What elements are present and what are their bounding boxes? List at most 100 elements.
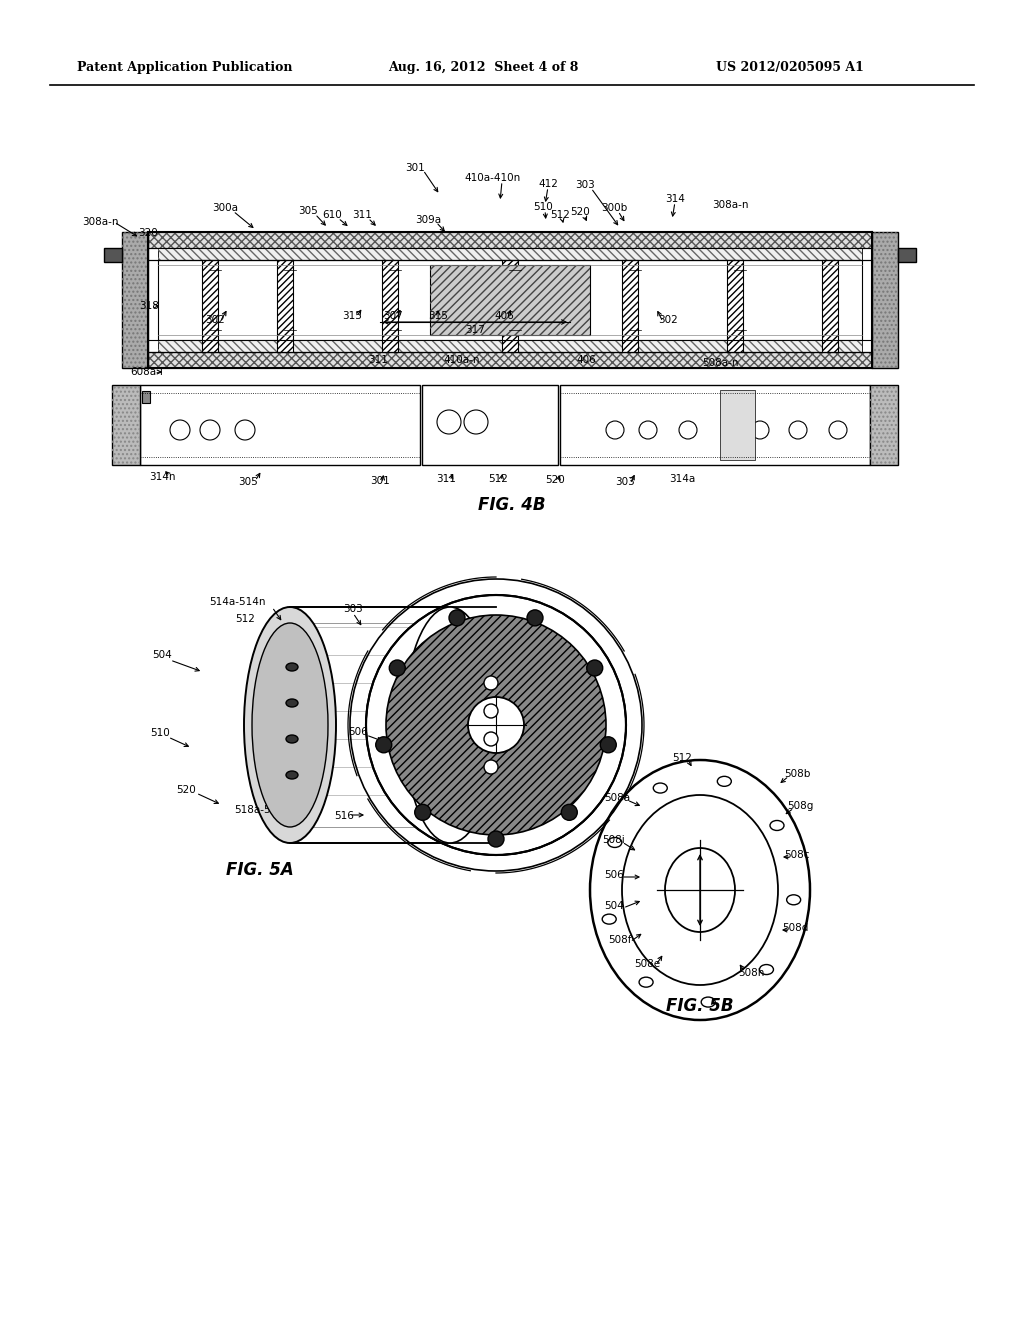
Ellipse shape bbox=[286, 735, 298, 743]
Circle shape bbox=[829, 421, 847, 440]
Text: 512: 512 bbox=[672, 752, 692, 763]
Text: 508g: 508g bbox=[786, 801, 813, 810]
Circle shape bbox=[527, 610, 543, 626]
Text: 514a-514n: 514a-514n bbox=[209, 597, 265, 607]
Text: 300b: 300b bbox=[601, 203, 627, 213]
Bar bbox=[382, 260, 398, 352]
Text: 412: 412 bbox=[538, 180, 558, 189]
Ellipse shape bbox=[286, 663, 298, 671]
Circle shape bbox=[639, 421, 657, 440]
Text: FIG. 4B: FIG. 4B bbox=[478, 496, 546, 513]
Text: 518a-518n: 518a-518n bbox=[233, 805, 290, 814]
Ellipse shape bbox=[590, 760, 810, 1020]
Text: 504: 504 bbox=[604, 902, 624, 911]
Bar bbox=[140, 385, 420, 465]
Text: 510: 510 bbox=[151, 729, 170, 738]
Text: 508a-n: 508a-n bbox=[701, 358, 738, 368]
Text: 502: 502 bbox=[437, 680, 457, 690]
Text: 508 e, f, i: 508 e, f, i bbox=[451, 715, 500, 725]
Text: 311: 311 bbox=[368, 355, 388, 366]
Text: 504: 504 bbox=[153, 649, 172, 660]
Ellipse shape bbox=[602, 915, 616, 924]
Bar bbox=[502, 260, 518, 352]
Bar bbox=[502, 260, 518, 352]
Text: 508i: 508i bbox=[603, 836, 626, 845]
Text: 302: 302 bbox=[658, 315, 678, 325]
Circle shape bbox=[561, 804, 578, 820]
Circle shape bbox=[606, 421, 624, 440]
Circle shape bbox=[484, 704, 498, 718]
Bar bbox=[822, 260, 838, 352]
Ellipse shape bbox=[718, 776, 731, 787]
Text: 508f: 508f bbox=[608, 935, 632, 945]
Text: 608a-i: 608a-i bbox=[131, 367, 164, 378]
Text: 301: 301 bbox=[406, 162, 425, 173]
Ellipse shape bbox=[770, 821, 784, 830]
Text: 300a: 300a bbox=[212, 203, 238, 213]
Bar bbox=[112, 385, 140, 465]
Bar bbox=[422, 385, 558, 465]
Bar bbox=[560, 385, 870, 465]
Text: 303: 303 bbox=[615, 477, 635, 487]
Bar bbox=[158, 260, 862, 341]
Text: 410a-n: 410a-n bbox=[443, 355, 480, 366]
Text: 406: 406 bbox=[577, 355, 596, 366]
Bar bbox=[870, 385, 898, 465]
Bar bbox=[202, 260, 218, 352]
Bar bbox=[158, 341, 862, 352]
Text: 301: 301 bbox=[370, 477, 390, 486]
Bar bbox=[822, 260, 838, 352]
Circle shape bbox=[234, 420, 255, 440]
Circle shape bbox=[464, 411, 488, 434]
Bar bbox=[148, 352, 872, 368]
Ellipse shape bbox=[404, 607, 496, 843]
Text: 610: 610 bbox=[323, 210, 342, 220]
Ellipse shape bbox=[244, 607, 336, 843]
Bar bbox=[430, 265, 590, 335]
Bar bbox=[142, 391, 150, 403]
Bar bbox=[382, 260, 398, 352]
Bar bbox=[158, 341, 862, 352]
Ellipse shape bbox=[286, 700, 298, 708]
Text: 303: 303 bbox=[343, 605, 362, 614]
Ellipse shape bbox=[286, 771, 298, 779]
Bar bbox=[148, 352, 872, 368]
Bar bbox=[148, 232, 872, 248]
Bar bbox=[872, 232, 898, 368]
Text: 520: 520 bbox=[545, 475, 565, 484]
Text: 318: 318 bbox=[139, 301, 159, 312]
Bar bbox=[202, 260, 218, 352]
Text: 410a-410n: 410a-410n bbox=[465, 173, 521, 183]
Circle shape bbox=[415, 804, 431, 820]
Bar bbox=[872, 232, 898, 368]
Circle shape bbox=[751, 421, 769, 440]
Text: 303: 303 bbox=[575, 180, 595, 190]
Text: Aug. 16, 2012  Sheet 4 of 8: Aug. 16, 2012 Sheet 4 of 8 bbox=[388, 61, 579, 74]
Text: 512: 512 bbox=[550, 210, 570, 220]
Bar bbox=[622, 260, 638, 352]
Text: FIG. 5A: FIG. 5A bbox=[226, 861, 294, 879]
Text: 311: 311 bbox=[436, 474, 456, 484]
Text: 320: 320 bbox=[138, 228, 158, 238]
Text: 516: 516 bbox=[334, 810, 354, 821]
Text: 508h: 508h bbox=[738, 968, 764, 978]
Text: 309a: 309a bbox=[415, 215, 441, 224]
Ellipse shape bbox=[760, 965, 773, 974]
Text: 308a-n: 308a-n bbox=[712, 201, 749, 210]
Circle shape bbox=[488, 832, 504, 847]
Text: 302: 302 bbox=[205, 315, 225, 325]
Circle shape bbox=[600, 737, 616, 752]
Ellipse shape bbox=[252, 623, 328, 828]
Bar bbox=[122, 232, 148, 368]
Text: 506: 506 bbox=[604, 870, 624, 880]
Circle shape bbox=[484, 733, 498, 746]
Text: 314a: 314a bbox=[669, 474, 695, 484]
Text: 305: 305 bbox=[298, 206, 317, 216]
Circle shape bbox=[587, 660, 603, 676]
Ellipse shape bbox=[639, 977, 653, 987]
Circle shape bbox=[200, 420, 220, 440]
Text: 508e: 508e bbox=[634, 960, 660, 969]
Circle shape bbox=[679, 421, 697, 440]
Bar bbox=[148, 232, 872, 248]
Text: 508 c, d, h: 508 c, d, h bbox=[461, 639, 516, 649]
